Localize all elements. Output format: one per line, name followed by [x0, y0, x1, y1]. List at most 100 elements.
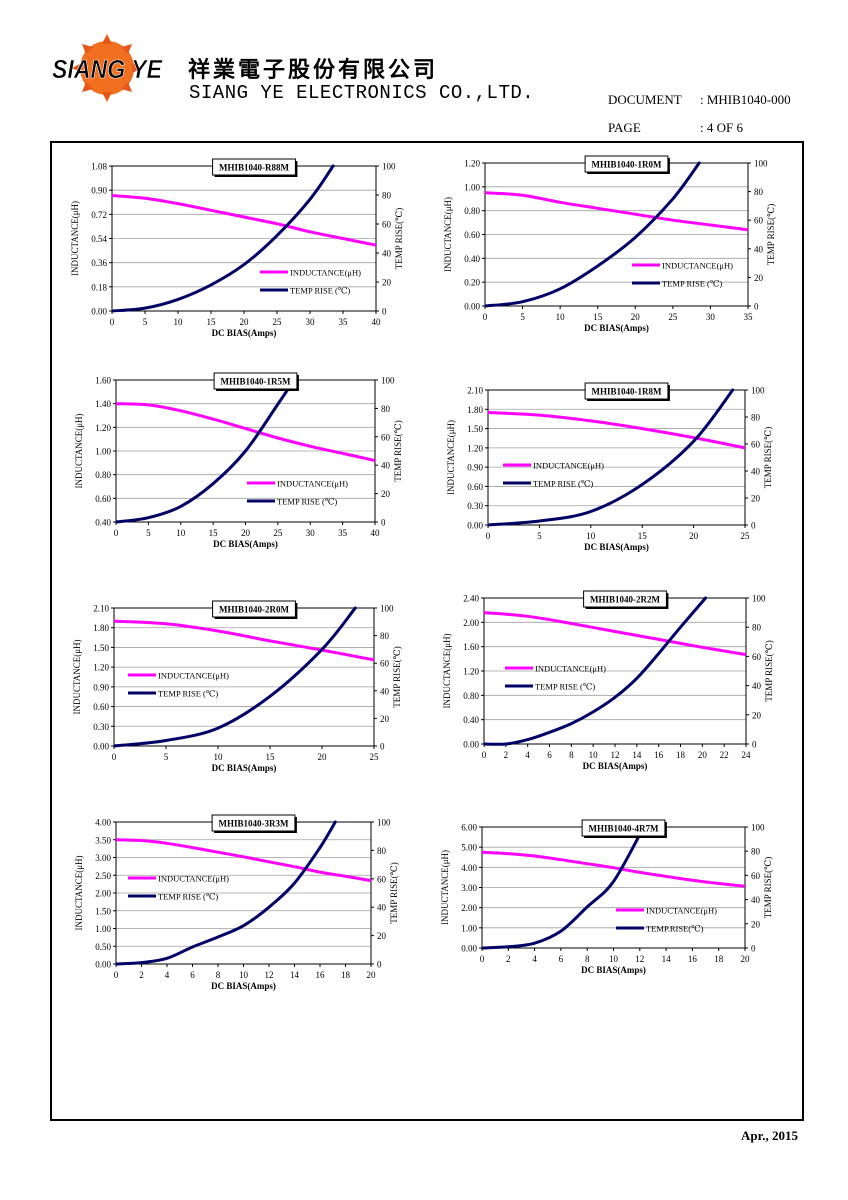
chart-0-ytick-label: 0.18 — [91, 282, 107, 292]
chart-3-y2tick-label: 40 — [751, 467, 761, 477]
chart-1-title-box — [584, 155, 669, 173]
chart-5-xlabel: DC BIAS(Amps) — [583, 761, 648, 771]
chart-5-xtick-label: 16 — [654, 750, 664, 760]
chart-4-ytick-label: 1.50 — [93, 643, 109, 653]
chart-4-temp-rise-line — [114, 606, 357, 748]
chart-0-ytick-label: 0.90 — [91, 186, 107, 196]
chart-6-y2tick-label: 60 — [377, 874, 387, 884]
chart-2-xlabel: DC BIAS(Amps) — [213, 539, 278, 549]
chart-3-xtick-label: 20 — [689, 531, 699, 541]
chart-5-xtick-label: 24 — [742, 750, 752, 760]
chart-7-xtick-label: 0 — [480, 954, 485, 964]
chart-1-xtick-label: 5 — [520, 312, 525, 322]
chart-3-title-box — [584, 382, 669, 400]
chart-7-ytick-label: 3.00 — [461, 883, 477, 893]
chart-3-y2label: TEMP RISE(℃) — [763, 427, 773, 488]
chart-6-ytick-label: 1.00 — [95, 924, 111, 934]
chart-6-y2tick-label: 20 — [377, 931, 387, 941]
chart-0-xtick-label: 15 — [207, 317, 217, 327]
chart-6-ytick-label: 0.00 — [95, 960, 111, 970]
chart-7-xtick-label: 6 — [559, 954, 564, 964]
chart-2-y2tick-label: 80 — [381, 404, 391, 414]
chart-7-y2tick-label: 0 — [751, 944, 756, 954]
chart-2-legend-label: TEMP RISE (℃) — [277, 497, 337, 507]
chart-0-title: MHIB1040-R88M — [219, 163, 289, 173]
chart-0-xtick-label: 30 — [306, 317, 316, 327]
chart-0-xtick-label: 5 — [143, 317, 148, 327]
chart-5-y2label: TEMP RISE(℃) — [764, 640, 774, 701]
chart-6-y2label: TEMP RISE(℃) — [389, 862, 399, 923]
chart-0-inductance-line — [112, 194, 376, 247]
chart-7-title: MHIB1040-4R7M — [589, 824, 659, 834]
chart-0-ytick-label: 1.08 — [91, 162, 107, 172]
chart-5-y2tick-label: 0 — [752, 740, 757, 750]
chart-2-xtick-label: 35 — [338, 528, 348, 538]
chart-3-ytick-label: 0.90 — [467, 463, 483, 473]
chart-5-title-box — [583, 590, 667, 608]
chart-7-xtick-label: 20 — [741, 954, 751, 964]
chart-7-xtick-label: 2 — [506, 954, 511, 964]
chart-6-ytick-label: 3.50 — [95, 835, 111, 845]
chart-1-y2tick-label: 40 — [754, 244, 764, 254]
chart-3-xtick-label: 10 — [586, 531, 596, 541]
chart-7-y2tick-label: 40 — [751, 895, 761, 905]
chart-3-title: MHIB1040-1R8M — [592, 387, 662, 397]
chart-2-xtick-label: 20 — [241, 528, 251, 538]
chart-1-xtick-label: 15 — [593, 312, 603, 322]
chart-4-ytick-label: 0.30 — [93, 722, 109, 732]
chart-7-y2label: TEMP RISE(℃) — [763, 857, 773, 918]
chart-1-ytick-label: 0.40 — [464, 254, 480, 264]
chart-0-legend-label: INDUCTANCE(μH) — [290, 268, 361, 278]
chart-1-ytick-label: 1.00 — [464, 182, 480, 192]
document-value: : MHIB1040-000 — [700, 92, 791, 107]
chart-5-y2tick-label: 100 — [752, 594, 766, 604]
chart-0-legend-label: TEMP RISE (℃) — [290, 286, 350, 296]
chart-1-title: MHIB1040-1R0M — [592, 160, 662, 170]
chart-4-ytick-label: 2.10 — [93, 604, 109, 614]
chart-2-y2tick-label: 60 — [381, 432, 391, 442]
chart-0-ytick-label: 0.36 — [91, 258, 107, 268]
chart-2-xtick-label: 10 — [176, 528, 186, 538]
chart-5-y2tick-label: 60 — [752, 652, 762, 662]
chart-0-xtick-label: 10 — [174, 317, 184, 327]
chart-6-xtick-label: 0 — [114, 970, 119, 980]
chart-6-xtick-label: 6 — [190, 970, 195, 980]
chart-0-ytick-label: 0.54 — [91, 234, 107, 244]
chart-5-legend-label: INDUCTANCE(μH) — [535, 664, 606, 674]
chart-5-ytick-label: 0.40 — [463, 715, 479, 725]
chart-3-y2tick-label: 60 — [751, 440, 761, 450]
chart-6-ytick-label: 0.50 — [95, 942, 111, 952]
chart-5-ylabel: INDUCTANCE(μH) — [442, 633, 452, 708]
chart-2-ytick-label: 0.80 — [95, 470, 111, 480]
chart-2-xtick-label: 40 — [371, 528, 381, 538]
chart-7-ytick-label: 6.00 — [461, 823, 477, 833]
chart-6-y2tick-label: 40 — [377, 903, 387, 913]
page-label: PAGE — [608, 120, 641, 135]
chart-0-y2tick-label: 80 — [382, 191, 392, 201]
chart-4-xtick-label: 0 — [112, 752, 117, 762]
chart-6-temp-rise-line — [116, 820, 337, 966]
chart-3-xtick-label: 25 — [741, 531, 751, 541]
chart-2-ytick-label: 1.20 — [95, 423, 111, 433]
chart-3-y2tick-label: 0 — [751, 521, 756, 531]
chart-5-ytick-label: 1.60 — [463, 642, 479, 652]
chart-2-xtick-label: 25 — [273, 528, 283, 538]
chart-5-y2tick-label: 40 — [752, 681, 762, 691]
chart-4-title-box — [212, 600, 296, 618]
chart-5-ytick-label: 2.40 — [463, 594, 479, 604]
chart-2-y2tick-label: 40 — [381, 461, 391, 471]
chart-3-xtick-label: 5 — [537, 531, 542, 541]
chart-5-xtick-label: 10 — [589, 750, 599, 760]
page-value: : 4 OF 6 — [700, 120, 743, 135]
chart-0-xtick-label: 25 — [273, 317, 283, 327]
logo-sun-icon — [72, 34, 142, 102]
chart-4-y2tick-label: 100 — [380, 604, 394, 614]
chart-4-xlabel: DC BIAS(Amps) — [212, 763, 277, 773]
chart-1-y2tick-label: 60 — [754, 216, 764, 226]
chart-7-xlabel: DC BIAS(Amps) — [581, 965, 646, 975]
chart-1-xtick-label: 20 — [631, 312, 641, 322]
chart-2-xtick-label: 15 — [209, 528, 219, 538]
